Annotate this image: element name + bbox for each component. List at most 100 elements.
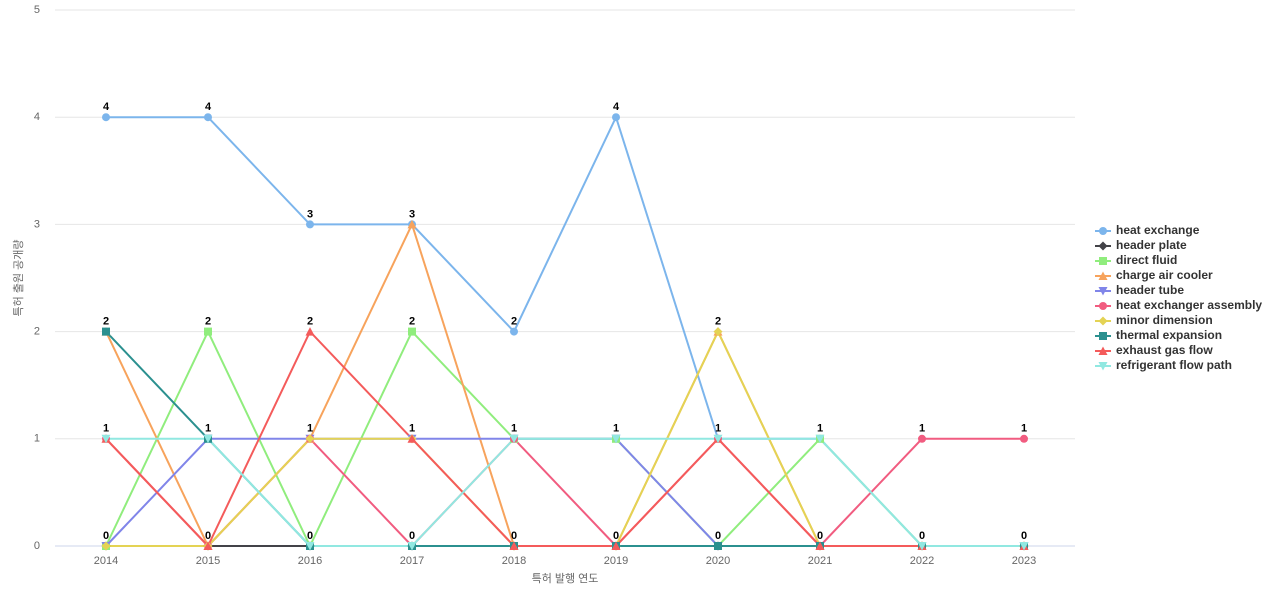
legend-label: minor dimension [1116,313,1213,327]
data-label: 1 [613,423,619,435]
legend-item[interactable]: direct fluid [1095,253,1177,267]
marker [714,542,722,550]
marker [1099,332,1107,340]
data-label: 2 [307,316,313,328]
marker [1020,434,1028,443]
marker [509,541,519,550]
marker [305,434,315,444]
marker [305,542,315,551]
marker [815,541,825,550]
data-label: 0 [715,530,721,542]
marker [1098,287,1108,296]
marker [1099,302,1107,310]
marker [203,434,213,444]
marker [101,434,111,444]
legend-label: heat exchanger assembly [1116,298,1262,312]
data-label: 4 [205,101,212,113]
data-label: 0 [103,530,109,542]
y-tick-label: 2 [34,326,40,338]
legend-item[interactable]: refrigerant flow path [1095,358,1232,372]
legend-label: exhaust gas flow [1116,343,1213,357]
marker [204,327,212,336]
data-label: 1 [1021,423,1027,435]
data-label: 4 [103,101,110,113]
x-tick-label: 2015 [196,555,220,567]
marker [203,541,213,550]
marker [611,434,621,444]
marker [1098,241,1108,251]
legend-item[interactable]: heat exchanger assembly [1095,298,1262,312]
marker [509,434,519,444]
data-label: 3 [307,208,313,220]
data-label: 1 [205,423,211,435]
marker [612,113,620,122]
data-label: 0 [1021,530,1027,542]
x-tick-label: 2022 [910,555,934,567]
data-label: 1 [511,423,517,435]
x-tick-label: 2017 [400,555,424,567]
x-tick-label: 2020 [706,555,730,567]
x-tick-label: 2014 [94,555,118,567]
marker [102,327,110,336]
legend-item[interactable]: heat exchange [1095,223,1200,237]
data-label: 0 [409,530,415,542]
legend-item[interactable]: header tube [1095,283,1184,297]
marker [305,327,315,336]
legend-item[interactable]: exhaust gas flow [1095,343,1213,357]
marker [713,327,723,337]
marker [306,220,314,229]
marker [918,434,926,443]
data-label: 0 [919,530,925,542]
marker [408,327,416,336]
data-label: 1 [919,423,925,435]
marker [1098,346,1108,355]
legend-label: header plate [1116,238,1187,252]
data-label: 2 [715,316,721,328]
y-tick-label: 5 [34,4,40,16]
y-axis-title: 특허 출원 공개량 [12,240,25,317]
marker [1098,271,1108,280]
marker [1019,542,1029,551]
x-tick-label: 2016 [298,555,322,567]
legend-item[interactable]: charge air cooler [1095,268,1213,282]
data-label: 1 [307,423,313,435]
legend-label: thermal expansion [1116,328,1222,342]
marker [1099,227,1107,235]
marker [611,541,621,550]
data-label: 2 [205,316,211,328]
data-label: 0 [613,530,619,542]
marker [1098,362,1108,371]
line [105,329,1024,548]
marker [101,541,111,551]
legend-label: header tube [1116,283,1184,297]
line [106,437,1024,547]
legend-item[interactable]: header plate [1095,238,1187,252]
data-label: 1 [715,423,721,435]
data-label: 0 [205,530,211,542]
marker [204,113,212,122]
data-label: 4 [613,101,620,113]
marker [407,434,417,443]
y-tick-label: 1 [34,433,40,445]
data-label: 2 [409,316,415,328]
legend-item[interactable]: thermal expansion [1095,328,1222,342]
line [105,437,1024,548]
data-label: 1 [817,423,823,435]
x-tick-label: 2018 [502,555,526,567]
x-tick-label: 2019 [604,555,628,567]
marker [1099,257,1107,265]
line [105,221,1024,548]
x-tick-label: 2023 [1012,555,1036,567]
marker [713,434,723,444]
x-tick-label: 2021 [808,555,832,567]
legend-label: refrigerant flow path [1116,358,1232,372]
y-tick-label: 0 [34,540,40,552]
data-label: 2 [511,316,517,328]
data-label: 1 [103,423,109,435]
marker [1098,316,1108,326]
legend-item[interactable]: minor dimension [1095,313,1213,327]
data-label: 0 [307,530,313,542]
x-axis-title: 특허 발행 연도 [532,572,599,585]
data-label: 1 [409,423,415,435]
